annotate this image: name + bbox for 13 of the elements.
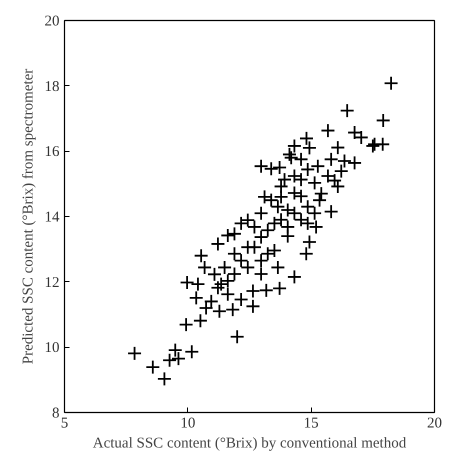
- y-tick-label: 12: [44, 274, 60, 291]
- y-tick-label: 8: [52, 406, 60, 422]
- y-tick-label: 18: [44, 78, 60, 95]
- x-tick-label: 10: [180, 416, 196, 432]
- y-tick-label: 10: [44, 340, 60, 356]
- x-tick-label: 15: [304, 416, 319, 432]
- y-tick-label: 14: [44, 210, 60, 226]
- y-tick-label: 20: [44, 14, 60, 30]
- y-axis-title: Predicted SSC content (°Brix) from spectrometer: [20, 68, 36, 364]
- y-tick-label: 16: [44, 144, 60, 160]
- x-axis-title: Actual SSC content (°Brix) by conventional method: [92, 436, 407, 452]
- x-tick-label: 20: [427, 416, 442, 432]
- x-tick-label: 5: [60, 416, 68, 432]
